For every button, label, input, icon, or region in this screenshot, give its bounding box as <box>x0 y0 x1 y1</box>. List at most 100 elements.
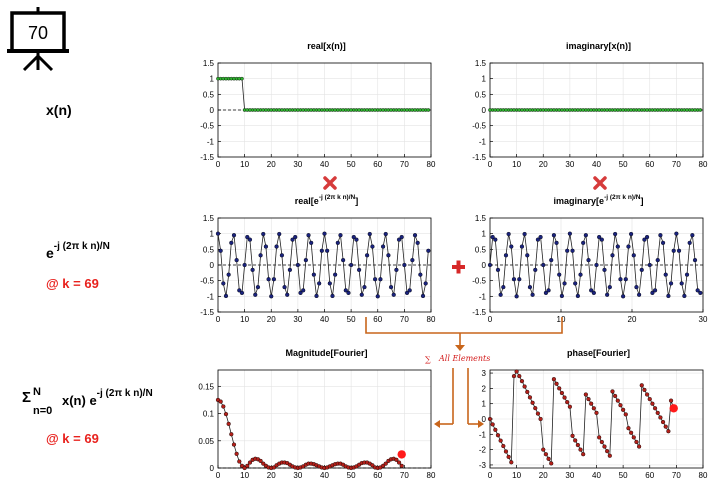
data-point <box>306 233 311 238</box>
data-point <box>517 277 522 282</box>
x-tick-label: 20 <box>539 471 548 480</box>
data-point <box>495 267 501 272</box>
data-point <box>370 463 375 468</box>
x-tick-label: 10 <box>512 160 521 169</box>
data-point <box>690 233 695 238</box>
data-point <box>239 463 245 468</box>
data-point <box>599 237 604 242</box>
x-tick-label: 50 <box>619 471 628 480</box>
data-point <box>687 240 692 245</box>
y-tick-label: 1.5 <box>475 214 487 223</box>
data-point <box>605 449 610 454</box>
data-point <box>380 244 386 249</box>
data-point <box>258 253 263 258</box>
data-point <box>597 234 602 240</box>
data-point <box>490 422 495 427</box>
data-point <box>404 290 410 296</box>
data-point <box>573 438 578 443</box>
x-tick-label: 0 <box>488 471 493 480</box>
data-point <box>610 389 615 394</box>
data-point <box>351 234 356 240</box>
data-point <box>229 240 234 245</box>
data-point <box>245 234 250 240</box>
data-point <box>383 461 388 466</box>
x-tick-label: 10 <box>240 315 249 324</box>
data-point <box>274 244 279 249</box>
data-point <box>501 443 506 449</box>
data-point <box>557 272 562 277</box>
data-point <box>591 406 596 411</box>
data-point <box>575 442 580 448</box>
y-tick-label: -1.5 <box>200 153 214 162</box>
y-tick-label: -0.5 <box>200 277 214 286</box>
data-point <box>226 421 231 426</box>
data-point <box>418 272 423 277</box>
y-tick-label: -1 <box>479 430 487 439</box>
data-point <box>533 406 538 411</box>
data-point <box>514 369 519 374</box>
x-tick-label: 30 <box>699 315 708 324</box>
data-point <box>543 290 549 296</box>
data-point <box>247 460 253 465</box>
data-point <box>549 461 554 466</box>
y-tick-label: 1 <box>482 75 487 84</box>
data-point <box>349 262 354 268</box>
x-tick-label: 50 <box>347 471 356 480</box>
data-point <box>581 452 586 457</box>
y-tick-label: 1.5 <box>475 59 487 68</box>
x-tick-label: 30 <box>293 315 302 324</box>
y-tick-label: 0.5 <box>203 245 215 254</box>
data-point <box>551 377 556 382</box>
data-point <box>621 407 626 412</box>
data-point <box>559 390 564 396</box>
data-point <box>493 427 498 432</box>
data-point <box>509 244 514 249</box>
y-tick-label: 1 <box>210 230 215 239</box>
data-point <box>266 277 271 282</box>
x-tick-label: 20 <box>267 471 276 480</box>
data-point <box>365 253 370 258</box>
data-point <box>610 253 615 258</box>
xn-label: x(n) <box>46 102 72 118</box>
data-point <box>549 258 554 263</box>
y-tick-label: 0 <box>482 261 487 270</box>
plus-icon <box>452 260 465 274</box>
data-point <box>490 234 495 240</box>
y-tick-label: 1.5 <box>203 59 215 68</box>
data-point <box>378 277 383 282</box>
data-point <box>495 433 501 438</box>
data-point <box>319 248 324 253</box>
plot-title: real[x(n)] <box>307 41 346 51</box>
data-point <box>399 463 404 468</box>
x-tick-label: 80 <box>427 160 436 169</box>
y-tick-label: 1.5 <box>203 214 215 223</box>
y-tick-label: -1 <box>479 292 487 301</box>
data-point <box>247 237 253 242</box>
data-point <box>578 272 583 277</box>
plot-real-exp: 0 10 20 30 40 50 60 70 80 1.5 1 0.5 0 -0.5 -1 -1.5 real[… <box>200 194 436 324</box>
data-point <box>538 416 543 422</box>
data-point <box>682 293 687 299</box>
plot-title: Magnitude[Fourier] <box>286 348 368 358</box>
data-point <box>399 234 404 240</box>
y-tick-label: 2 <box>482 384 487 393</box>
sum-symbol: ∑ <box>425 355 431 364</box>
data-point <box>565 400 570 405</box>
x-tick-label: 20 <box>267 315 276 324</box>
data-point <box>253 292 258 297</box>
data-point <box>343 288 348 293</box>
data-point <box>511 374 517 379</box>
data-point <box>650 401 655 406</box>
plot-magnitude: 0 10 20 30 40 50 60 70 80 0.15 0.1 0.05 0 Magnitude[F… <box>198 348 436 480</box>
x-tick-label: 30 <box>293 471 302 480</box>
data-point <box>287 267 292 272</box>
data-point <box>629 231 634 237</box>
y-tick-label: -1.5 <box>472 308 486 317</box>
data-point <box>503 449 509 454</box>
data-point <box>626 244 631 249</box>
data-point <box>525 389 530 395</box>
data-point <box>658 233 663 238</box>
data-point <box>279 253 284 258</box>
data-point <box>383 231 388 237</box>
